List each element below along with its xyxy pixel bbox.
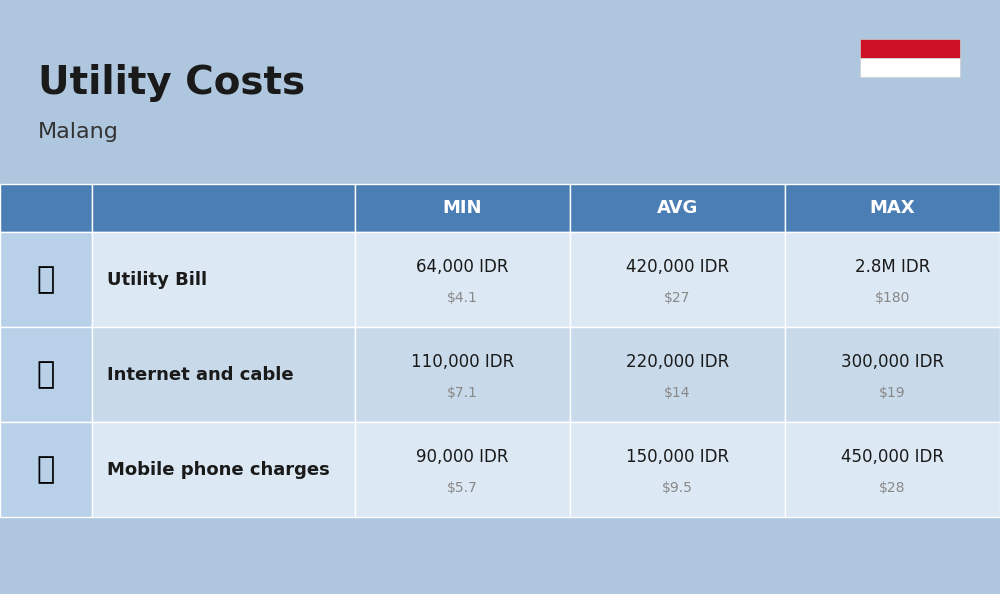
- Text: 🔌: 🔌: [37, 265, 55, 294]
- FancyBboxPatch shape: [0, 327, 92, 422]
- FancyBboxPatch shape: [355, 422, 570, 517]
- FancyBboxPatch shape: [92, 327, 355, 422]
- Text: 420,000 IDR: 420,000 IDR: [626, 258, 729, 276]
- FancyBboxPatch shape: [0, 232, 92, 327]
- FancyBboxPatch shape: [860, 39, 960, 58]
- Text: $19: $19: [879, 386, 906, 400]
- FancyBboxPatch shape: [0, 422, 92, 517]
- FancyBboxPatch shape: [570, 422, 785, 517]
- Text: 220,000 IDR: 220,000 IDR: [626, 352, 729, 371]
- Text: $180: $180: [875, 290, 910, 305]
- Text: $9.5: $9.5: [662, 481, 693, 494]
- FancyBboxPatch shape: [785, 184, 1000, 232]
- Text: $14: $14: [664, 386, 691, 400]
- FancyBboxPatch shape: [570, 327, 785, 422]
- FancyBboxPatch shape: [355, 327, 570, 422]
- Text: Utility Bill: Utility Bill: [107, 270, 207, 289]
- Text: Internet and cable: Internet and cable: [107, 365, 294, 384]
- Text: Mobile phone charges: Mobile phone charges: [107, 460, 330, 479]
- Text: 300,000 IDR: 300,000 IDR: [841, 352, 944, 371]
- Text: 110,000 IDR: 110,000 IDR: [411, 352, 514, 371]
- Text: 2.8M IDR: 2.8M IDR: [855, 258, 930, 276]
- Text: $4.1: $4.1: [447, 290, 478, 305]
- Text: $5.7: $5.7: [447, 481, 478, 494]
- Text: Malang: Malang: [38, 122, 119, 142]
- FancyBboxPatch shape: [570, 184, 785, 232]
- FancyBboxPatch shape: [355, 232, 570, 327]
- Text: 90,000 IDR: 90,000 IDR: [416, 447, 509, 466]
- Text: 450,000 IDR: 450,000 IDR: [841, 447, 944, 466]
- Text: Utility Costs: Utility Costs: [38, 64, 305, 102]
- FancyBboxPatch shape: [570, 232, 785, 327]
- Text: 📱: 📱: [37, 455, 55, 484]
- Text: $7.1: $7.1: [447, 386, 478, 400]
- FancyBboxPatch shape: [860, 58, 960, 77]
- Text: MAX: MAX: [870, 199, 915, 217]
- Text: 📡: 📡: [37, 360, 55, 389]
- FancyBboxPatch shape: [785, 422, 1000, 517]
- FancyBboxPatch shape: [92, 232, 355, 327]
- FancyBboxPatch shape: [785, 327, 1000, 422]
- Text: $27: $27: [664, 290, 691, 305]
- FancyBboxPatch shape: [355, 184, 570, 232]
- Text: 150,000 IDR: 150,000 IDR: [626, 447, 729, 466]
- Text: AVG: AVG: [657, 199, 698, 217]
- Text: 64,000 IDR: 64,000 IDR: [416, 258, 509, 276]
- FancyBboxPatch shape: [785, 232, 1000, 327]
- FancyBboxPatch shape: [0, 184, 92, 232]
- FancyBboxPatch shape: [92, 184, 355, 232]
- Text: MIN: MIN: [443, 199, 482, 217]
- Text: $28: $28: [879, 481, 906, 494]
- FancyBboxPatch shape: [92, 422, 355, 517]
